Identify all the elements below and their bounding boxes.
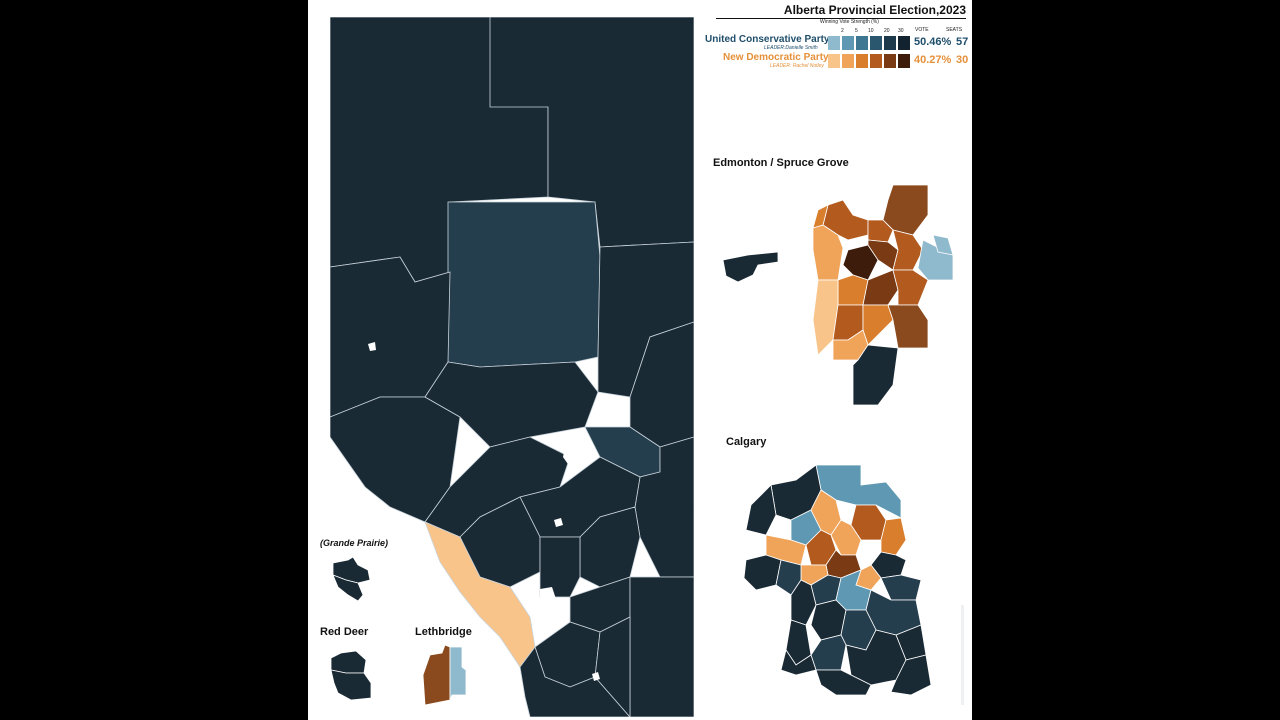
riding-cgy-edgemont: [745, 484, 777, 536]
riding-taber: [594, 616, 631, 717]
riding-lethbridge-west: [422, 645, 451, 706]
alberta-main-map: [330, 17, 694, 717]
ucp-swatch-5: [884, 36, 896, 50]
map-canvas: Alberta Provincial Election,2023 Winning…: [308, 0, 972, 720]
tick-10: 10: [868, 28, 874, 34]
riding-ed-mill-woods: [892, 269, 929, 306]
tick-5: 5: [855, 28, 858, 34]
legend: Alberta Provincial Election,2023 Winning…: [700, 0, 972, 80]
edmonton-hole: [563, 437, 580, 467]
riding-gp-south: [332, 574, 364, 602]
riding-cgy-hays: [810, 599, 847, 641]
riding-ed-riverview: [862, 269, 899, 306]
riding-cgy-south-tip: [815, 669, 872, 696]
ucp-swatch-4: [870, 36, 882, 50]
ucp-swatch-2: [842, 36, 854, 50]
riding-cgy-sw-tip: [780, 649, 817, 676]
ndp-swatch-2: [842, 54, 854, 68]
ucp-swatch-6: [898, 36, 910, 50]
lethbridge-hole: [592, 672, 600, 681]
ucp-name: United Conservative Party: [705, 34, 830, 45]
ucp-swatch-3: [856, 36, 868, 50]
riding-spruce-grove: [722, 251, 779, 283]
ndp-swatch-3: [856, 54, 868, 68]
legend-subtitle: Winning Vote Strength (%): [820, 19, 879, 25]
ndp-name: New Democratic Party: [723, 52, 829, 63]
riding-strathcona: [932, 234, 954, 256]
lethbridge-label: Lethbridge: [415, 626, 472, 638]
riding-cgy-west: [743, 554, 782, 591]
ndp-swatch-4: [870, 54, 882, 68]
grande-prairie-hole: [368, 342, 376, 351]
riding-lethbridge-east: [449, 646, 467, 701]
ndp-swatch-5: [884, 54, 896, 68]
ndp-swatch-1: [828, 54, 840, 68]
ndp-seats: 30: [956, 54, 969, 66]
riding-medicine-hat: [629, 576, 694, 717]
city-holes: [368, 342, 600, 681]
riding-rd-south: [330, 669, 372, 701]
riding-fort-mcmurray: [447, 201, 601, 368]
tick-20: 20: [884, 28, 890, 34]
calgary-inset-map: [743, 464, 932, 696]
legend-title: Alberta Provincial Election,2023: [716, 3, 966, 19]
riding-athabasca: [424, 361, 599, 448]
riding-leduc-beaumont: [852, 344, 899, 406]
riding-cgy-mccall: [880, 517, 907, 556]
ndp-swatch-6: [898, 54, 910, 68]
grande-prairie-inset: [332, 556, 371, 602]
riding-ed-south: [862, 304, 894, 346]
ucp-swatch-1: [828, 36, 840, 50]
ucp-seats: 57: [956, 36, 969, 48]
grande-prairie-label: (Grande Prairie): [320, 538, 389, 548]
ucp-vote: 50.46%: [914, 36, 952, 48]
calgary-label: Calgary: [726, 436, 767, 448]
riding-cgy-se-tip: [890, 654, 932, 696]
edmonton-label: Edmonton / Spruce Grove: [713, 157, 849, 169]
riding-ed-decore: [867, 219, 894, 243]
lethbridge-inset: [422, 645, 467, 706]
ndp-leader: LEADER: Rachel Notley: [770, 63, 824, 69]
red-deer-inset: [330, 650, 372, 701]
edmonton-inset-map: [722, 184, 954, 406]
watermark-mark: [961, 605, 964, 705]
riding-cgy-peigan: [880, 574, 922, 601]
riding-ed-west-henday: [812, 224, 844, 281]
tick-2: 2: [841, 28, 844, 34]
tick-30: 30: [898, 28, 904, 34]
ucp-leader: LEADER:Danielle Smith: [764, 45, 818, 51]
ndp-vote: 40.27%: [914, 54, 952, 66]
riding-cgy-south-west: [810, 634, 847, 671]
riding-rd-north: [330, 650, 367, 674]
red-deer-hole: [554, 518, 563, 527]
seats-header: SEATS: [946, 27, 963, 33]
riding-stettler: [579, 506, 641, 588]
riding-ed-ellerslie: [887, 304, 929, 349]
calgary-hole: [540, 587, 556, 607]
red-deer-label: Red Deer: [320, 626, 369, 638]
vote-header: VOTE: [915, 27, 929, 33]
